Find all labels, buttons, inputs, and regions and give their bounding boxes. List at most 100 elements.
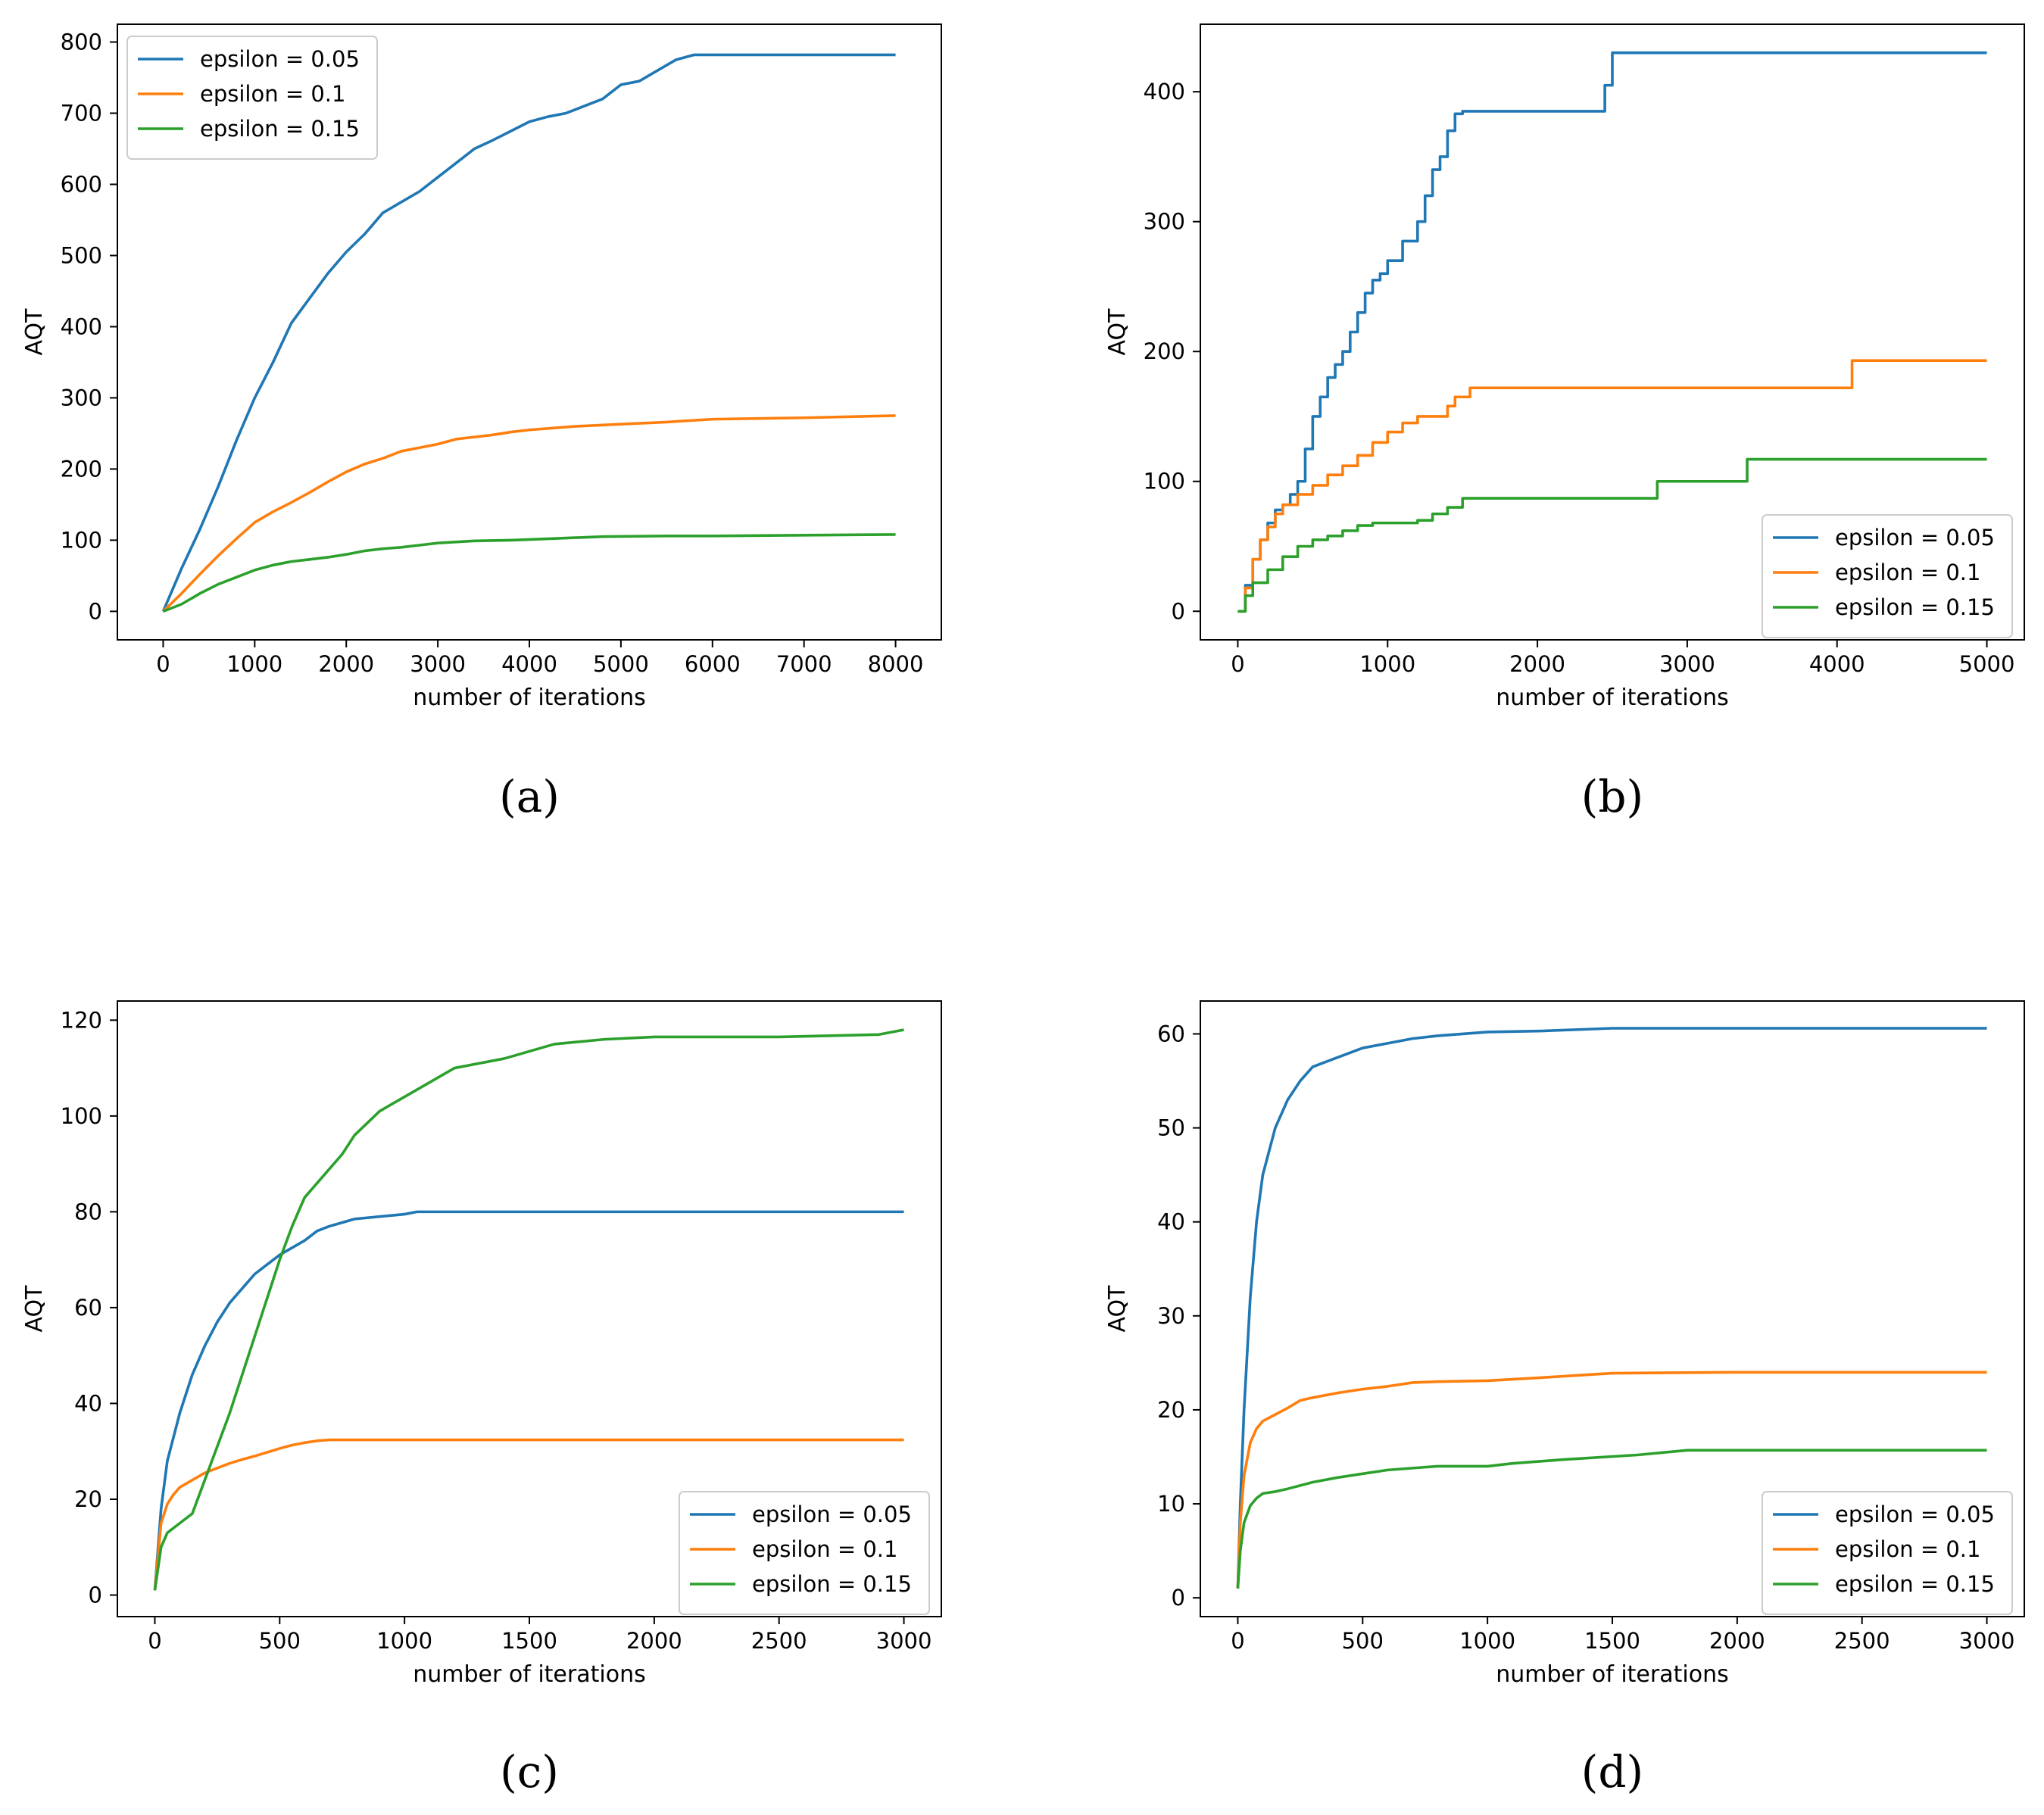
series-line-2 [1237, 359, 1987, 613]
series-line-3 [153, 1028, 904, 1591]
chart-panel-2: 0 1000 2000 3000 4000 5000 0 100 200 300 400 number… [1104, 23, 2025, 822]
x-tick-label: 500 [259, 1628, 301, 1654]
y-tick-label: 400 [1144, 79, 1185, 104]
y-axis-label: AQT [1104, 1285, 1131, 1333]
legend: epsilon = 0.05 epsilon = 0.1 epsilon = 0.1… [679, 1491, 930, 1615]
x-tick-label: 1000 [226, 651, 282, 677]
panel-caption: (d) [1581, 1746, 1643, 1798]
legend-entry: epsilon = 0.15 [752, 1571, 912, 1597]
series-line-1 [153, 1210, 904, 1591]
y-tick-label: 400 [61, 313, 102, 339]
series-line-1 [1236, 1027, 1987, 1589]
y-tick-label: 0 [1172, 598, 1185, 624]
y-tick-label: 200 [61, 456, 102, 482]
y-tick-label: 300 [61, 385, 102, 410]
series-line-3 [1237, 457, 1987, 613]
chart-panel-1: 0 1000 2000 3000 4000 5000 6000 7000 8000 0 100 200… [21, 23, 942, 822]
y-tick-label: 60 [74, 1295, 102, 1321]
x-axis-label: number of iterations [1496, 685, 1728, 711]
legend-entry: epsilon = 0.05 [1835, 1502, 1995, 1527]
legend-box [1762, 1491, 2013, 1615]
legend-entry: epsilon = 0.1 [200, 81, 345, 107]
x-tick-label: 7000 [776, 651, 832, 677]
x-tick-label: 1500 [501, 1628, 557, 1654]
x-tick-label: 4000 [1809, 651, 1865, 677]
legend-box [126, 36, 378, 160]
x-tick-label: 2500 [1834, 1628, 1890, 1654]
x-tick-label: 0 [1231, 651, 1244, 677]
x-tick-label: 1000 [1459, 1628, 1515, 1654]
legend: epsilon = 0.05 epsilon = 0.1 epsilon = 0.1… [126, 36, 378, 160]
x-tick-label: 2500 [751, 1628, 807, 1654]
x-tick-label: 8000 [868, 651, 924, 677]
y-tick-label: 300 [1144, 209, 1185, 235]
x-tick-label: 0 [148, 1628, 161, 1654]
y-tick-label: 100 [1144, 469, 1185, 494]
x-tick-label: 0 [1231, 1628, 1244, 1654]
y-tick-label: 800 [61, 29, 102, 55]
y-tick-label: 40 [74, 1390, 102, 1416]
y-tick-label: 200 [1144, 338, 1185, 364]
y-tick-label: 120 [61, 1007, 102, 1033]
y-tick-label: 600 [61, 171, 102, 197]
x-tick-label: 4000 [501, 651, 557, 677]
x-tick-label: 3000 [1959, 1628, 2015, 1654]
y-axis-label: AQT [21, 308, 48, 356]
y-tick-label: 0 [89, 1583, 102, 1608]
x-tick-label: 2000 [1709, 1628, 1765, 1654]
x-tick-label: 2000 [626, 1628, 682, 1654]
y-tick-label: 500 [61, 242, 102, 268]
chart-panel-4: 0 500 1000 1500 2000 2500 3000 0 10 20 30 40 50 60 num… [1104, 1000, 2025, 1798]
y-tick-label: 60 [1157, 1021, 1185, 1046]
x-tick-label: 0 [156, 651, 170, 677]
y-tick-label: 80 [74, 1199, 102, 1224]
y-tick-label: 10 [1157, 1491, 1185, 1517]
x-tick-label: 6000 [685, 651, 741, 677]
x-tick-label: 1500 [1584, 1628, 1640, 1654]
series-line-2 [162, 414, 896, 613]
y-tick-label: 100 [61, 527, 102, 553]
legend-entry: epsilon = 0.15 [200, 116, 360, 142]
series-line-2 [153, 1438, 904, 1591]
y-tick-label: 100 [61, 1103, 102, 1129]
y-tick-label: 0 [89, 598, 102, 624]
legend-entry: epsilon = 0.1 [1835, 560, 1980, 585]
x-tick-label: 2000 [1509, 651, 1565, 677]
x-tick-label: 3000 [876, 1628, 932, 1654]
panel-caption: (c) [500, 1746, 559, 1798]
y-tick-label: 20 [74, 1486, 102, 1512]
legend: epsilon = 0.05 epsilon = 0.1 epsilon = 0.1… [1762, 514, 2013, 638]
legend-entry: epsilon = 0.1 [1835, 1536, 1980, 1562]
series-line-1 [161, 53, 896, 613]
y-axis-label: AQT [21, 1285, 48, 1333]
legend-entry: epsilon = 0.05 [1835, 525, 1995, 550]
y-tick-label: 20 [1157, 1397, 1185, 1423]
x-tick-label: 2000 [318, 651, 374, 677]
y-tick-label: 0 [1172, 1585, 1185, 1611]
legend-entry: epsilon = 0.1 [752, 1536, 897, 1562]
axes-frame [1200, 23, 2025, 641]
y-tick-label: 50 [1157, 1115, 1185, 1141]
x-tick-label: 3000 [1659, 651, 1715, 677]
chart-panel-3: 0 500 1000 1500 2000 2500 3000 0 20 40 60 80 100 120 n… [21, 1000, 942, 1798]
series-line-2 [1236, 1371, 1987, 1589]
legend-entry: epsilon = 0.05 [752, 1502, 912, 1527]
x-tick-label: 3000 [410, 651, 466, 677]
x-tick-label: 500 [1342, 1628, 1384, 1654]
y-tick-label: 40 [1157, 1209, 1185, 1235]
series-line-3 [1236, 1449, 1987, 1589]
x-tick-label: 1000 [376, 1628, 432, 1654]
legend-box [679, 1491, 930, 1615]
panel-caption: (b) [1581, 771, 1643, 822]
y-axis-label: AQT [1104, 308, 1131, 356]
x-axis-label: number of iterations [413, 1661, 645, 1688]
x-tick-label: 5000 [1959, 651, 2015, 677]
legend-box [1762, 514, 2013, 638]
legend-entry: epsilon = 0.15 [1835, 594, 1995, 620]
x-tick-label: 5000 [593, 651, 649, 677]
legend-entry: epsilon = 0.15 [1835, 1571, 1995, 1597]
legend: epsilon = 0.05 epsilon = 0.1 epsilon = 0.1… [1762, 1491, 2013, 1615]
series-line-3 [162, 533, 896, 613]
panel-caption: (a) [499, 771, 560, 822]
x-tick-label: 1000 [1359, 651, 1415, 677]
